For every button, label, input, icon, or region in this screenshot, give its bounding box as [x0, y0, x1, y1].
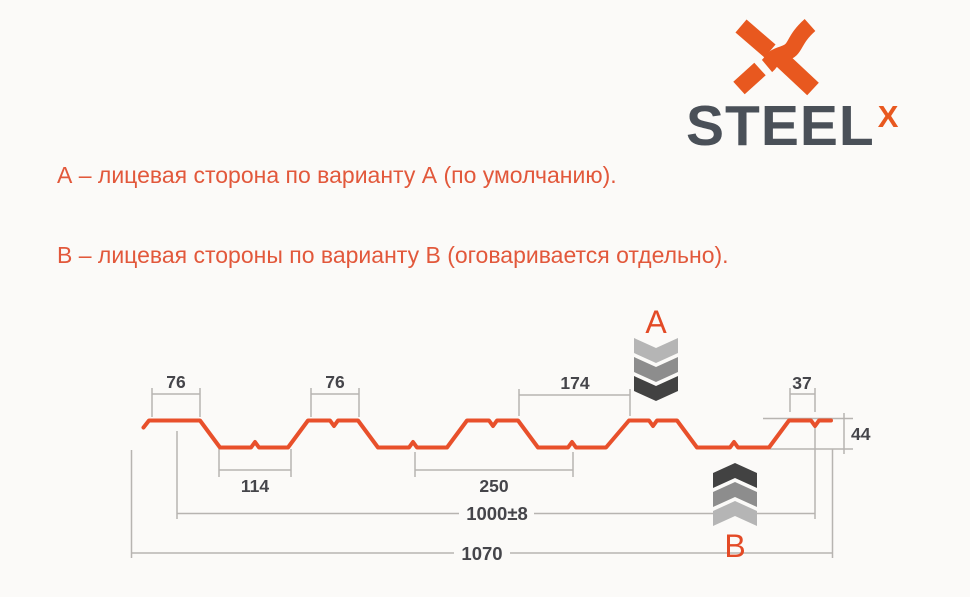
brand-name: STEEL — [686, 94, 875, 158]
dim-valley-width: 114 — [241, 476, 269, 496]
side-b-chevrons — [713, 463, 757, 526]
dimension-labels: 76 76 174 37 114 250 1000±8 1070 44 — [166, 372, 870, 564]
dimension-lines — [130, 388, 853, 558]
side-a-chevrons — [634, 338, 678, 401]
brand-wordmark: STEEL X — [686, 98, 898, 155]
dim-crest-width-1: 76 — [166, 372, 186, 392]
dim-height: 44 — [851, 424, 871, 444]
brand-mark-x: X — [877, 99, 899, 134]
sheet-profile-line — [141, 418, 833, 450]
steelx-ribbon-x-icon — [733, 19, 819, 96]
note-variant-a: А – лицевая сторона по варианту А (по ум… — [57, 162, 617, 188]
side-b-label: В — [724, 528, 745, 564]
dim-pitch: 250 — [479, 476, 508, 496]
note-variant-b: В – лицевая стороны по варианту В (огова… — [57, 242, 729, 268]
dim-edge-crest: 37 — [792, 373, 811, 393]
dim-crest-gap: 174 — [560, 373, 589, 393]
side-a-label: А — [645, 304, 667, 340]
dim-overall-width: 1070 — [461, 543, 502, 564]
dim-working-width: 1000±8 — [466, 503, 528, 524]
dim-crest-width-2: 76 — [325, 372, 345, 392]
